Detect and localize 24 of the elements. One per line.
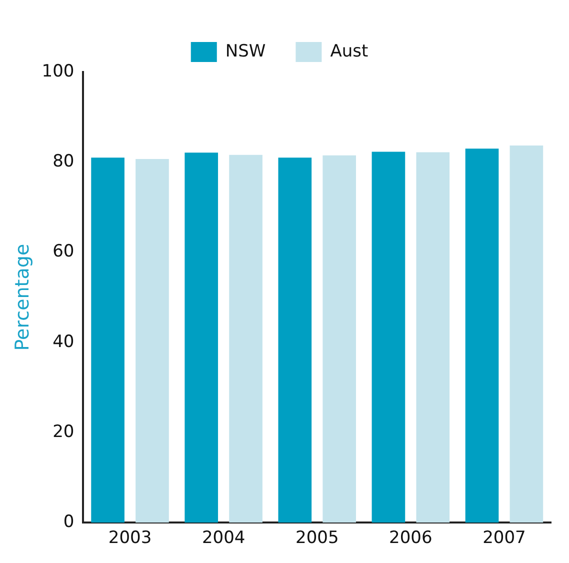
y-tick-label: 60: [52, 242, 74, 262]
bar: [416, 152, 450, 523]
x-tick-label: 2004: [202, 528, 246, 548]
bar: [184, 152, 218, 523]
bar: [372, 152, 406, 523]
legend-label: Aust: [330, 41, 368, 62]
legend-label: NSW: [225, 41, 266, 62]
bar: [465, 148, 499, 523]
x-tick-label: 2006: [389, 528, 432, 548]
y-tick-label: 40: [52, 332, 74, 352]
bar: [510, 145, 544, 523]
x-tick-label: 2003: [108, 528, 152, 548]
y-axis-title: Percentage: [11, 244, 34, 351]
bar: [278, 158, 312, 523]
x-tick-label: 2005: [295, 528, 339, 548]
y-tick-label: 100: [42, 61, 74, 82]
bar: [136, 158, 169, 523]
bar: [91, 158, 124, 523]
y-tick-label: 0: [63, 512, 74, 532]
x-tick-label: 2007: [482, 528, 526, 548]
bar: [229, 154, 262, 523]
y-tick-label: 20: [52, 422, 74, 442]
y-tick-label: 80: [52, 152, 74, 172]
bar: [322, 155, 356, 523]
